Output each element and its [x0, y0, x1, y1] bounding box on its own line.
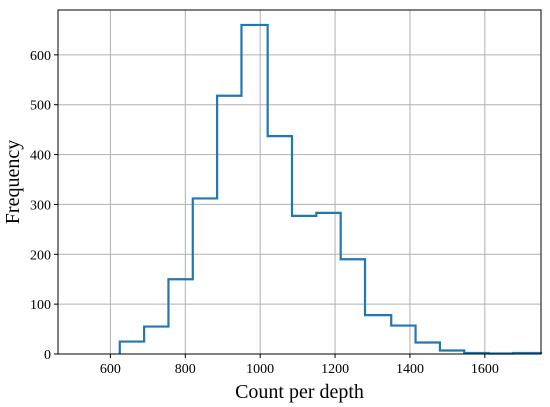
y-tick-label: 200	[30, 248, 51, 263]
x-tick-label: 1000	[246, 362, 274, 377]
y-tick-label: 0	[44, 348, 51, 363]
x-tick-label: 1400	[396, 362, 424, 377]
x-tick-label: 600	[100, 362, 121, 377]
y-axis-title: Frequency	[2, 140, 24, 224]
histogram-step-line	[118, 23, 543, 355]
y-tick-label: 100	[30, 298, 51, 313]
x-tick-label: 1600	[471, 362, 499, 377]
plot-frame	[57, 9, 542, 355]
x-tick-label: 1200	[321, 362, 349, 377]
y-tick-label: 400	[30, 149, 51, 164]
tick-marks	[54, 54, 486, 358]
x-axis-title: Count per depth	[235, 381, 364, 403]
y-tick-label: 500	[30, 99, 51, 114]
series-layer	[118, 23, 543, 355]
x-tick-label: 800	[175, 362, 196, 377]
x-tick-labels: 600 800 1000 1200 1400 1600	[100, 362, 499, 377]
y-tick-labels: 0 100 200 300 400 500 600	[30, 49, 51, 363]
y-tick-label: 600	[30, 49, 51, 64]
grid-lines	[58, 10, 541, 355]
y-tick-label: 300	[30, 198, 51, 213]
